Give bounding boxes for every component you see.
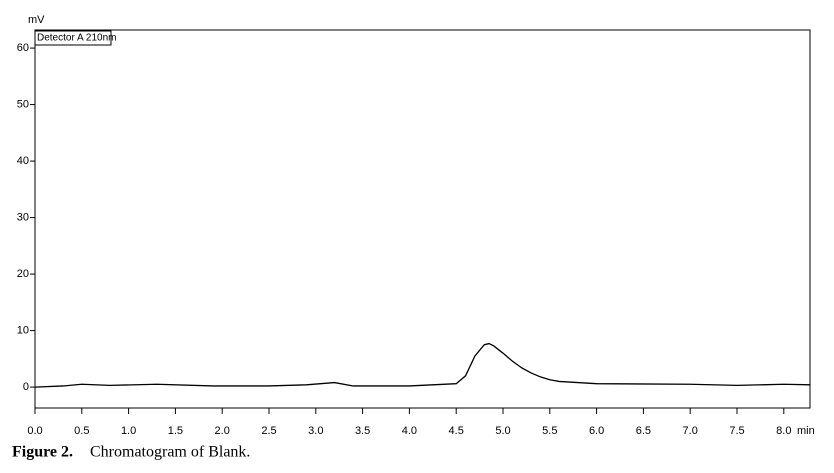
- y-tick-label: 50: [17, 98, 29, 110]
- x-tick-label: 4.5: [449, 425, 464, 437]
- caption-text: Chromatogram of Blank.: [90, 444, 250, 461]
- y-tick-label: 40: [17, 155, 29, 167]
- x-tick-label: 1.5: [168, 425, 183, 437]
- plot-frame: [34, 29, 811, 409]
- legend-label: Detector A 210nm: [37, 33, 117, 44]
- x-tick-label: 2.5: [261, 425, 276, 437]
- x-tick-label: 6.0: [589, 425, 604, 437]
- y-unit: mV: [28, 14, 45, 26]
- caption-label: Figure 2.: [12, 444, 73, 461]
- x-tick-label: 5.5: [542, 425, 557, 437]
- x-tick-label: 7.5: [729, 425, 744, 437]
- y-tick-label: 30: [17, 211, 29, 223]
- y-tick-label: 0: [23, 381, 29, 393]
- x-tick-label: 2.0: [215, 425, 230, 437]
- x-tick-label: 6.5: [636, 425, 651, 437]
- y-tick-label: 60: [17, 42, 29, 54]
- x-tick-label: 7.0: [683, 425, 698, 437]
- y-tick-label: 10: [17, 324, 29, 336]
- x-tick-label: 4.0: [402, 425, 417, 437]
- x-tick-label: 5.0: [495, 425, 510, 437]
- x-tick-label: 3.5: [355, 425, 370, 437]
- x-tick-label: 8.0: [776, 425, 791, 437]
- x-tick-label: 0.0: [27, 425, 42, 437]
- legend-box: [34, 30, 112, 46]
- x-unit: min: [797, 425, 815, 437]
- x-tick-label: 0.5: [74, 425, 89, 437]
- signal-line: [34, 342, 811, 388]
- x-tick-label: 1.0: [121, 425, 136, 437]
- x-tick-label: 3.0: [308, 425, 323, 437]
- y-tick-label: 20: [17, 268, 29, 280]
